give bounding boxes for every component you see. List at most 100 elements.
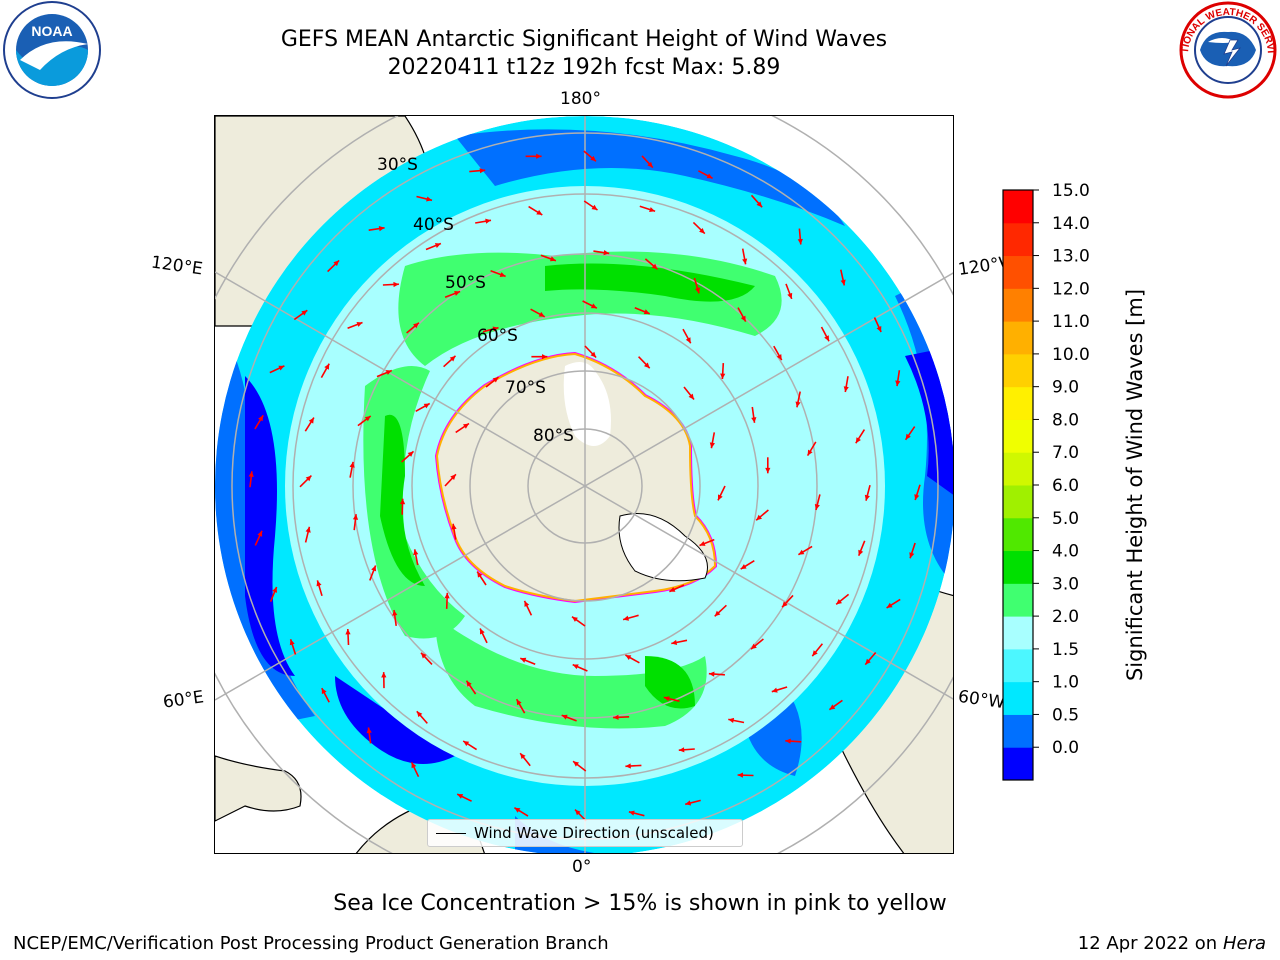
wind-wave-arrowhead bbox=[751, 417, 757, 423]
lon-label-60e: 60°E bbox=[161, 687, 206, 713]
lat-label-50s: 50°S bbox=[445, 273, 486, 293]
antarctica bbox=[434, 351, 718, 604]
colorbar-segment bbox=[1003, 616, 1033, 650]
wind-wave-arrowhead bbox=[709, 442, 715, 449]
wind-wave-arrowhead bbox=[392, 610, 398, 616]
wind-wave-arrowhead bbox=[728, 717, 735, 723]
wind-wave-arrowhead bbox=[371, 565, 377, 572]
colorbar-segment bbox=[1003, 255, 1033, 289]
colorbar-segment bbox=[1003, 648, 1033, 683]
wind-wave-arrowhead bbox=[301, 310, 308, 316]
wind-wave-arrowhead bbox=[272, 586, 277, 593]
wind-wave-arrowhead bbox=[572, 616, 578, 622]
colorbar-segment bbox=[1003, 550, 1033, 584]
colorbar-segment bbox=[1003, 353, 1033, 388]
colorbar-tick-label: 3.0 bbox=[1052, 574, 1079, 594]
lat-label-70s: 70°S bbox=[505, 378, 546, 398]
wind-wave-arrowhead bbox=[829, 704, 836, 710]
wind-wave-arrowhead bbox=[685, 800, 692, 806]
wind-wave-arrowhead bbox=[795, 401, 801, 408]
wind-wave-arrowhead bbox=[516, 699, 522, 706]
wind-wave-arrowhead bbox=[836, 599, 842, 605]
wind-wave-arrowhead bbox=[416, 711, 423, 718]
wind-wave-arrowhead bbox=[573, 761, 579, 767]
wind-wave-arrowhead bbox=[321, 688, 327, 695]
wind-wave-arrowhead bbox=[742, 258, 748, 265]
wind-wave-arrowhead bbox=[590, 351, 597, 358]
colorbar-segment bbox=[1003, 485, 1033, 519]
wind-wave-arrowhead bbox=[480, 628, 485, 635]
colorbar-tick-label: 1.0 bbox=[1052, 673, 1079, 693]
wind-wave-arrowhead bbox=[720, 373, 726, 379]
wind-wave-arrowhead bbox=[669, 587, 676, 592]
wind-wave-arrowhead bbox=[688, 393, 694, 400]
wind-wave-arrowhead bbox=[413, 549, 419, 556]
wind-wave-arrowhead bbox=[444, 592, 450, 599]
wind-wave-arrowhead bbox=[699, 228, 705, 234]
lon-label-0: 0° bbox=[572, 857, 592, 877]
wind-wave-arrowhead bbox=[798, 549, 805, 555]
legend-label: Wind Wave Direction (unscaled) bbox=[474, 824, 714, 842]
wind-wave-arrowhead bbox=[647, 161, 653, 168]
wind-wave-arrowhead bbox=[886, 602, 893, 608]
wind-wave-arrowhead bbox=[400, 498, 406, 505]
wind-wave-arrowhead bbox=[643, 309, 650, 315]
wind-wave-arrowhead bbox=[463, 423, 469, 429]
wind-wave-arrowhead bbox=[289, 639, 295, 646]
wind-wave-arrowhead bbox=[843, 386, 849, 392]
noaa-logo: NOAA bbox=[0, 0, 104, 100]
wind-wave-arrowhead bbox=[364, 416, 371, 422]
colorbar-segment bbox=[1003, 681, 1033, 715]
wind-wave-arrowhead bbox=[514, 807, 521, 813]
wind-wave-arrowhead bbox=[316, 580, 322, 587]
polar-map-svg: 30°S 40°S 50°S 60°S 70°S 80°S bbox=[215, 116, 953, 853]
wind-wave-arrowhead bbox=[413, 322, 419, 329]
wind-wave-arrowhead bbox=[381, 672, 387, 678]
colorbar: 15.0 14.0 13.0 12.0 11.0 10.0 9.0 8.0 7.0 6.0 5.0 4… bbox=[990, 180, 1100, 790]
colorbar-segment bbox=[1003, 386, 1033, 420]
wind-wave-arrowhead bbox=[756, 514, 762, 521]
wind-wave-arrowhead bbox=[434, 243, 441, 248]
wind-wave-arrowhead bbox=[538, 311, 545, 317]
wind-wave-arrowhead bbox=[663, 696, 670, 702]
legend-line-swatch bbox=[436, 832, 466, 834]
wind-wave-arrowhead bbox=[685, 337, 691, 344]
wind-wave-arrowhead bbox=[671, 639, 678, 645]
wind-wave-arrowhead bbox=[876, 326, 882, 332]
colorbar-segment bbox=[1003, 714, 1033, 748]
wind-wave-arrowhead bbox=[477, 571, 483, 578]
wind-wave-arrowhead bbox=[865, 658, 871, 665]
wind-wave-arrowhead bbox=[324, 363, 330, 370]
wind-wave-arrowhead bbox=[695, 287, 700, 294]
run-date: 12 Apr 2022 on Hera bbox=[1078, 933, 1266, 954]
wind-wave-arrowhead bbox=[356, 322, 363, 327]
wind-wave-arrowhead bbox=[457, 794, 464, 799]
colorbar-segment bbox=[1003, 321, 1033, 355]
wind-wave-arrowhead bbox=[520, 753, 526, 759]
wind-wave-arrowhead bbox=[451, 523, 457, 530]
wind-wave-arrowhead bbox=[536, 209, 543, 215]
lat-label-40s: 40°S bbox=[413, 215, 454, 235]
wind-wave-arrowhead bbox=[492, 377, 499, 383]
wind-wave-arrowhead bbox=[333, 260, 340, 267]
wind-wave-arrowhead bbox=[782, 601, 788, 608]
wind-wave-arrowhead bbox=[590, 155, 596, 162]
wind-wave-arrowhead bbox=[499, 272, 506, 277]
wind-wave-arrowhead bbox=[561, 714, 568, 720]
colorbar-segment bbox=[1003, 517, 1033, 552]
colorbar-tick-label: 5.0 bbox=[1052, 509, 1079, 529]
wind-wave-arrowhead bbox=[914, 494, 920, 500]
wind-wave-arrowhead bbox=[485, 218, 491, 224]
colorbar-segment bbox=[1003, 288, 1033, 322]
wind-wave-arrowhead bbox=[765, 467, 771, 474]
wind-wave-arrowhead bbox=[751, 643, 757, 650]
wind-wave-arrows bbox=[248, 150, 921, 822]
wind-wave-arrowhead bbox=[625, 655, 632, 660]
wind-wave-arrowhead bbox=[706, 173, 713, 179]
wind-wave-arrowhead bbox=[807, 449, 813, 456]
wind-wave-arrowhead bbox=[536, 153, 542, 159]
wind-wave-arrowhead bbox=[797, 238, 803, 245]
wind-wave-arrowhead bbox=[305, 526, 311, 533]
wind-wave-arrowhead bbox=[349, 461, 355, 468]
wind-wave-arrowhead bbox=[426, 196, 432, 202]
